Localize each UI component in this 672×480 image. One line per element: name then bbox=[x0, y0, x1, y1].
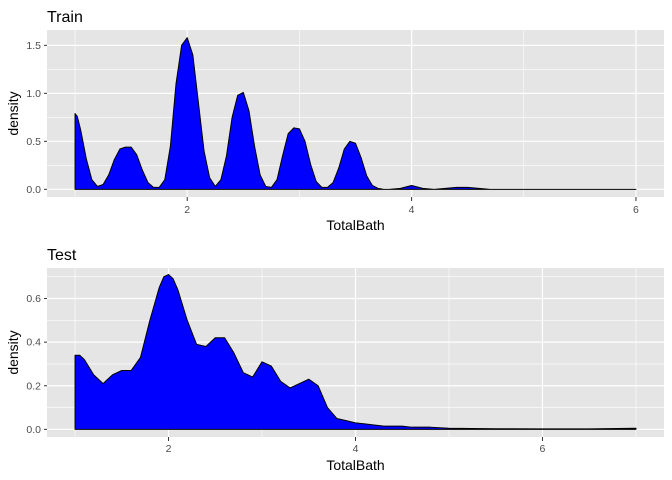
x-tick-label: 2 bbox=[184, 204, 190, 216]
chart-title: Train bbox=[47, 9, 83, 26]
y-tick-label: 0.2 bbox=[26, 380, 41, 392]
x-tick-label: 4 bbox=[409, 204, 415, 216]
density-area bbox=[74, 274, 637, 430]
y-tick-label: 0.4 bbox=[26, 337, 41, 349]
x-tick-label: 6 bbox=[633, 204, 639, 216]
y-tick-label: 1.5 bbox=[26, 40, 41, 52]
x-tick-label: 2 bbox=[166, 443, 172, 455]
y-tick-label: 0.5 bbox=[26, 136, 41, 148]
test-density-panel: Test 2 4 6 0.0 0.2 0.4 0.6 TotalBath density bbox=[5, 247, 664, 473]
density-area bbox=[74, 37, 637, 190]
series-layer bbox=[74, 37, 637, 190]
chart-title: Test bbox=[47, 247, 77, 264]
y-tick-label: 0.0 bbox=[26, 184, 41, 196]
x-tick-label: 4 bbox=[353, 443, 359, 455]
series-layer bbox=[74, 274, 637, 430]
y-tick-label: 0.6 bbox=[26, 293, 41, 305]
axis-ticks: 2 4 6 0.0 0.2 0.4 0.6 bbox=[26, 293, 545, 455]
x-axis-label: TotalBath bbox=[326, 457, 384, 473]
x-axis-label: TotalBath bbox=[326, 217, 384, 233]
y-tick-label: 0.0 bbox=[26, 424, 41, 436]
y-axis-label: density bbox=[5, 91, 21, 135]
x-tick-label: 6 bbox=[540, 443, 546, 455]
y-axis-label: density bbox=[5, 330, 21, 374]
train-density-panel: Train 2 4 6 0.0 0.5 1.0 1.5 TotalBath density bbox=[5, 9, 664, 233]
y-tick-label: 1.0 bbox=[26, 88, 41, 100]
axis-ticks: 2 4 6 0.0 0.5 1.0 1.5 bbox=[26, 40, 639, 216]
